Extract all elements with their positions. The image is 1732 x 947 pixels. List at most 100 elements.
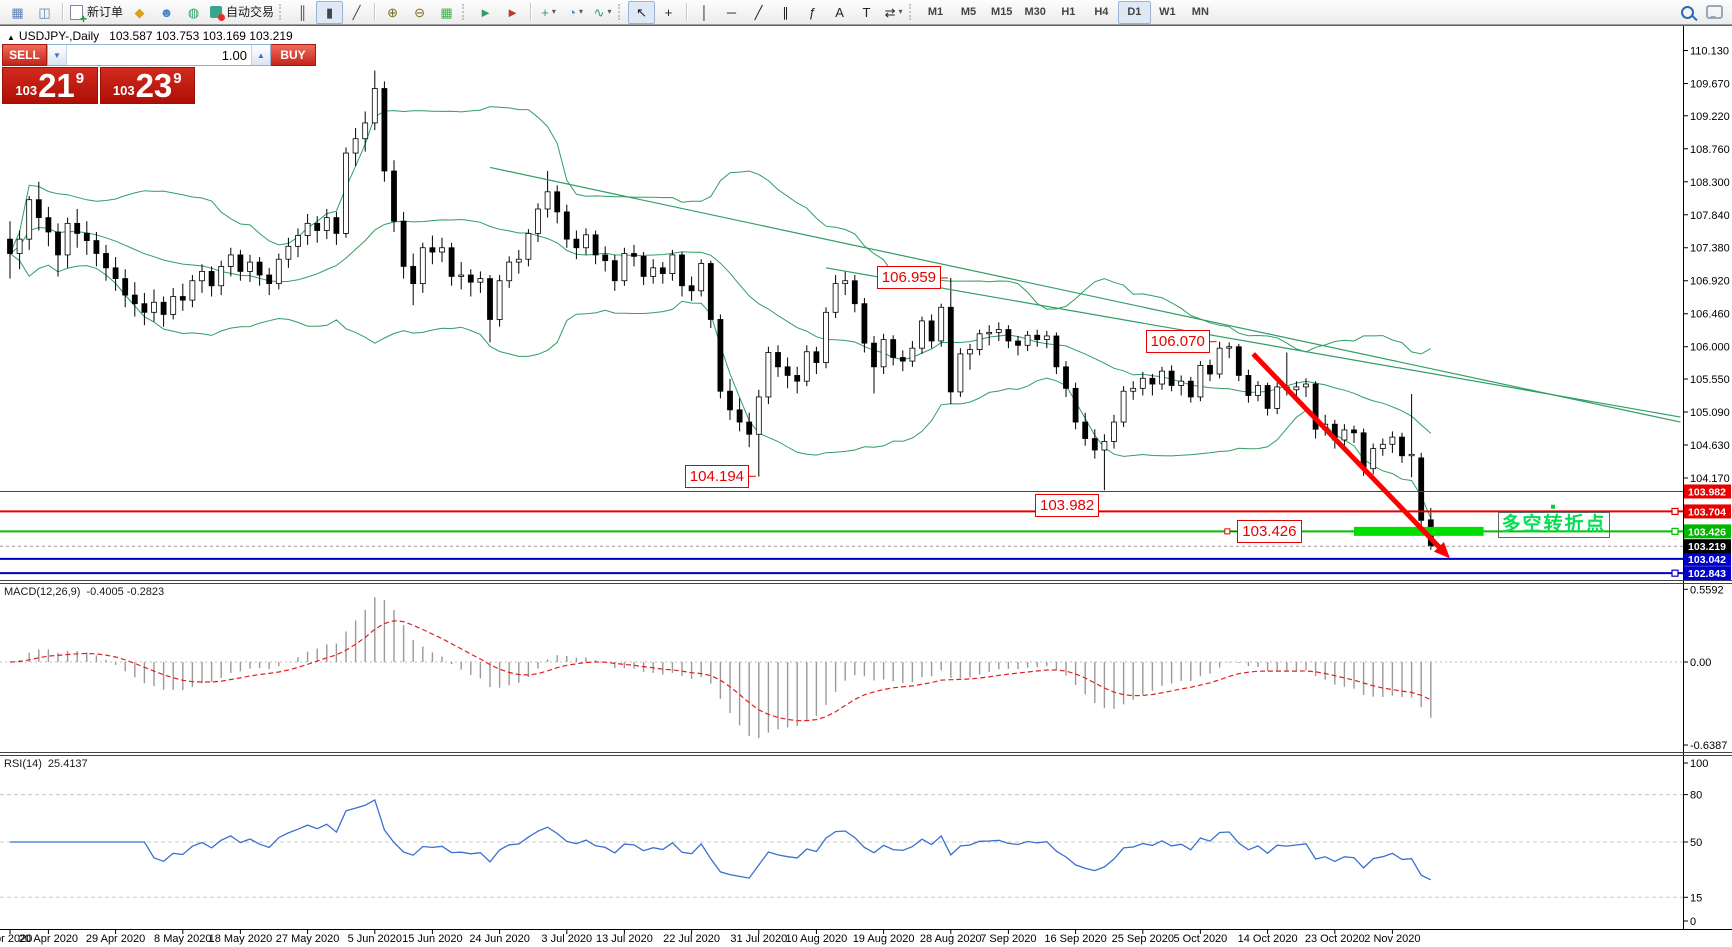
arrows-button[interactable]: ⇄ ▾ [880, 1, 907, 24]
community-icon[interactable]: ☻ [153, 1, 180, 24]
candlestick-chart-button[interactable]: ▮ [316, 0, 344, 24]
svg-text:20 Apr 2020: 20 Apr 2020 [19, 933, 78, 945]
svg-text:103.982: 103.982 [1688, 486, 1726, 498]
line-handle[interactable] [1671, 569, 1679, 577]
buy-price-main: 23 [135, 67, 173, 104]
symbol-marker-icon: ▲ [7, 33, 15, 42]
timeframe-m15-button[interactable]: M15 [991, 5, 1013, 18]
channel-glyph: ∥ [782, 4, 789, 20]
chat-button[interactable] [1701, 1, 1728, 24]
timeframe-w1-button[interactable]: W1 [1159, 5, 1176, 18]
svg-text:15: 15 [1690, 892, 1702, 904]
cursor-button[interactable]: ↖ [628, 0, 656, 24]
svg-text:0: 0 [1690, 916, 1696, 928]
search-icon [1681, 5, 1694, 19]
svg-text:50: 50 [1690, 837, 1702, 849]
highlight-band[interactable] [1354, 526, 1484, 536]
svg-text:16 Sep 2020: 16 Sep 2020 [1044, 933, 1106, 945]
svg-text:107.840: 107.840 [1690, 210, 1730, 222]
svg-text:107.380: 107.380 [1690, 243, 1730, 255]
dropdown-arrow-icon: ▾ [551, 7, 556, 16]
trendline-button[interactable]: ╱ [745, 1, 772, 24]
tile-windows-glyph: ▦ [440, 4, 453, 20]
rsi-indicator-name: RSI(14) [4, 758, 42, 770]
line-handle[interactable] [1671, 507, 1679, 516]
volume-input[interactable] [67, 45, 251, 65]
turning-point-label[interactable]: 多空转折点 [1498, 511, 1610, 538]
macd-values: -0.4005 -0.2823 [86, 586, 165, 598]
timeframe-mn-button[interactable]: MN [1191, 5, 1209, 18]
price-callout-104194[interactable]: 104.194 [684, 464, 750, 488]
indicators-button[interactable]: ∿ ▾ [589, 1, 616, 24]
toolbar-separator [62, 3, 63, 21]
fibonacci-button[interactable]: ƒ [799, 1, 826, 24]
timeframe-m5-button[interactable]: M5 [960, 5, 977, 18]
zoom-in-button[interactable]: ⊕ [379, 1, 406, 24]
svg-text:27 May 2020: 27 May 2020 [276, 933, 340, 945]
dropdown-arrow-icon: ▾ [898, 7, 903, 16]
expert-advisors-icon[interactable]: ◆ [126, 1, 153, 24]
svg-text:106.000: 106.000 [1690, 342, 1730, 354]
auto-scroll-glyph: ► [479, 4, 492, 20]
crosshair-button[interactable]: + [655, 1, 682, 24]
new-chart-button[interactable]: + ▾ [535, 1, 562, 24]
symbol-period-label: USDJPY-,Daily [18, 29, 100, 43]
zoom-in-glyph: ⊕ [387, 4, 398, 20]
sell-button[interactable]: SELL [2, 44, 47, 66]
line-handle[interactable] [1671, 527, 1679, 535]
svg-text:106.920: 106.920 [1690, 276, 1730, 288]
channel-button[interactable]: ∥ [772, 1, 799, 24]
profiles-icon[interactable]: ◫ [31, 1, 58, 24]
zoom-out-button[interactable]: ⊖ [406, 1, 433, 24]
line-chart-button[interactable]: ╱ [343, 1, 370, 24]
candlestick-chart-glyph: ▮ [325, 4, 334, 20]
price-callout-103982[interactable]: 103.982 [1035, 494, 1100, 517]
auto-scroll-button[interactable]: ► [472, 1, 499, 24]
macd-indicator-name: MACD(12,26,9) [4, 586, 81, 598]
signals-icon-glyph: ◍ [187, 4, 200, 20]
svg-text:106.460: 106.460 [1690, 309, 1730, 321]
tile-windows-button[interactable]: ▦ [433, 1, 460, 24]
timeframe-m30-button[interactable]: M30 [1024, 5, 1046, 18]
signals-icon[interactable]: ◍ [180, 1, 207, 24]
chart-shift-button[interactable]: ► [499, 1, 526, 24]
new-order-button[interactable]: 新订单 [67, 1, 126, 25]
horizontal-line-button[interactable]: ─ [718, 1, 745, 24]
svg-text:13 Jul 2020: 13 Jul 2020 [596, 933, 653, 945]
arrows-glyph: ⇄ [884, 4, 896, 20]
text-button[interactable]: A [826, 1, 853, 24]
buy-price-pip: 9 [173, 70, 182, 87]
toolbar-separator [530, 3, 532, 21]
volume-increase-button[interactable]: ▲ [251, 45, 270, 65]
sell-price-display[interactable]: 103 21 9 [2, 67, 98, 104]
volume-decrease-button[interactable]: ▼ [48, 45, 67, 65]
price-callout-106959[interactable]: 106.959 [876, 266, 942, 290]
timeframe-d1-button[interactable]: D1 [1117, 0, 1151, 24]
rsi-pane [0, 794, 1683, 898]
timeframe-h4-button[interactable]: H4 [1094, 5, 1109, 18]
buy-button[interactable]: BUY [271, 44, 316, 66]
bar-chart-button[interactable]: ║ [289, 1, 316, 24]
line-chart-glyph: ╱ [352, 4, 361, 20]
chart-shift-glyph: ► [506, 4, 519, 20]
svg-text:14 Oct 2020: 14 Oct 2020 [1238, 933, 1298, 945]
vertical-line-glyph: │ [700, 4, 709, 20]
timeframe-h1-button[interactable]: H1 [1061, 5, 1076, 18]
svg-text:28 Aug 2020: 28 Aug 2020 [920, 933, 982, 945]
vertical-line-button[interactable]: │ [691, 1, 718, 24]
price-callout-103426[interactable]: 103.426 [1237, 519, 1302, 543]
search-button[interactable] [1674, 1, 1701, 24]
timeframe-m1-button[interactable]: M1 [927, 5, 944, 18]
text-label-button[interactable]: T [853, 1, 880, 24]
price-callout-106070[interactable]: 106.070 [1145, 330, 1210, 354]
autotrading-button[interactable]: 自动交易 [207, 1, 277, 24]
svg-text:5 Jun 2020: 5 Jun 2020 [348, 933, 402, 945]
buy-price-display[interactable]: 103 23 9 [99, 67, 195, 104]
period-button[interactable]: ◔ ▾ [562, 1, 589, 24]
dropdown-arrow-icon: ▾ [578, 7, 583, 16]
charts-window-icon[interactable]: ▦ [4, 1, 31, 24]
svg-text:18 May 2020: 18 May 2020 [209, 933, 273, 945]
cursor-glyph: ↖ [636, 4, 647, 20]
toolbar-separator [686, 3, 688, 21]
